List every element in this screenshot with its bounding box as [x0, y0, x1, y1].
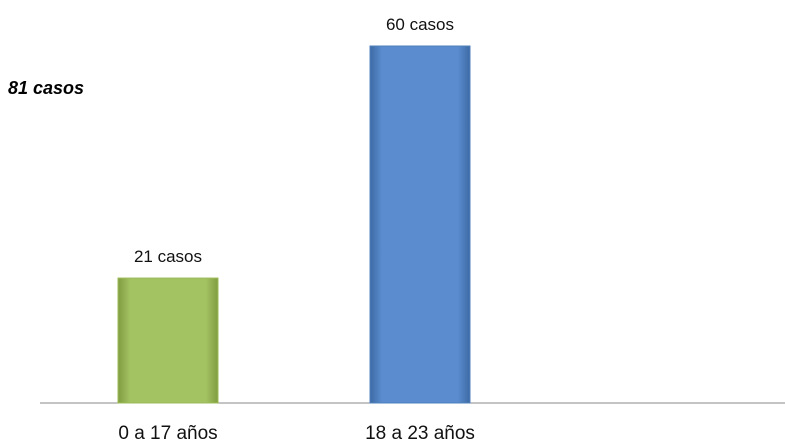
data-label-2: 60 casos — [386, 15, 454, 34]
data-label-1: 21 casos — [134, 247, 202, 266]
x-tick-label-2: 18 a 23 años — [365, 423, 475, 444]
bar-1 — [117, 277, 219, 404]
total-cases-label: 81 casos — [8, 78, 85, 98]
x-tick-label-1: 0 a 17 años — [118, 423, 217, 444]
bar-2 — [369, 45, 471, 404]
